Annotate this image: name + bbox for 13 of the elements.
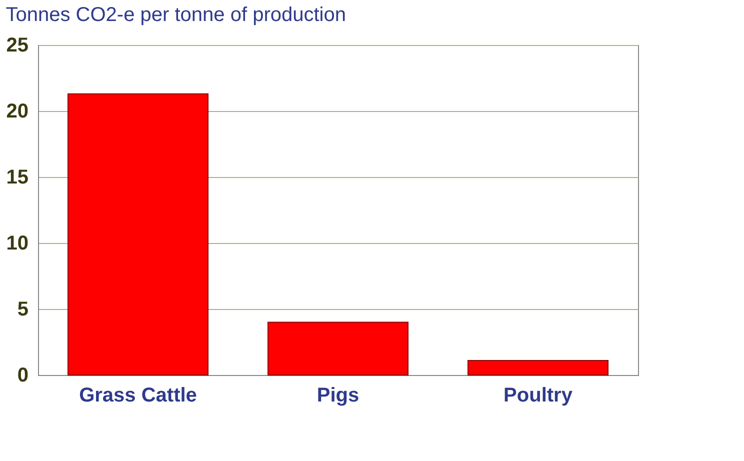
bar <box>68 93 208 376</box>
y-tick-label: 15 <box>6 166 28 188</box>
y-tick-label: 25 <box>6 34 28 56</box>
chart-title: Tonnes CO2-e per tonne of production <box>6 4 346 26</box>
y-tick-label: 5 <box>17 298 28 320</box>
x-tick-label: Grass Cattle <box>79 384 197 406</box>
y-tick-label: 10 <box>6 232 28 254</box>
y-tick-label: 0 <box>17 364 28 386</box>
x-tick-label: Pigs <box>316 384 360 406</box>
bar <box>468 360 608 376</box>
bar <box>268 322 408 376</box>
y-tick-label: 20 <box>6 100 28 122</box>
x-tick-label: Poultry <box>504 384 574 406</box>
